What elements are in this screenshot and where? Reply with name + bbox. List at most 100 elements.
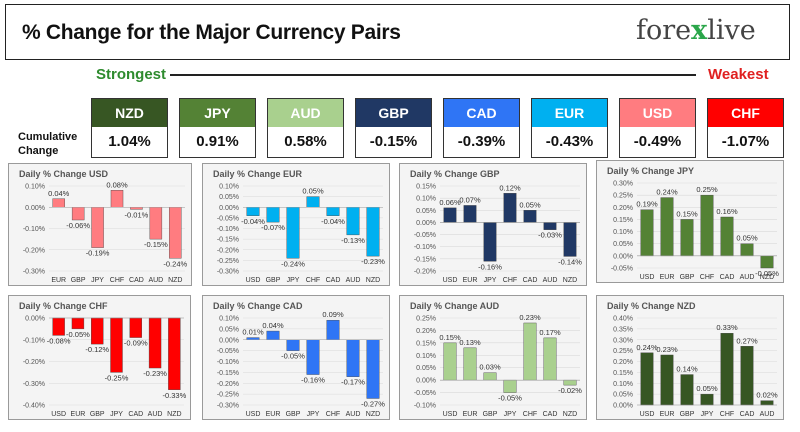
x-tick-label: GBP	[680, 274, 695, 281]
y-tick-label: 0.10%	[416, 353, 436, 360]
cumulative-label-line1: Cumulative	[18, 131, 78, 143]
x-tick-label: EUR	[266, 411, 281, 418]
x-tick-label: NZD	[366, 277, 380, 284]
bar	[52, 198, 65, 208]
logo-text: fore	[636, 15, 692, 46]
y-tick-label: 0.10%	[613, 381, 633, 388]
x-tick-label: EUR	[660, 274, 675, 281]
x-tick-label: USD	[443, 411, 458, 418]
data-label: 0.16%	[716, 207, 738, 216]
data-label: -0.24%	[163, 259, 187, 268]
y-tick-label: 0.10%	[613, 229, 633, 236]
y-tick-label: -0.05%	[217, 215, 239, 222]
data-label: -0.08%	[47, 336, 71, 345]
bar	[503, 193, 517, 223]
bar	[700, 393, 714, 406]
y-tick-label: 0.00%	[219, 337, 239, 344]
data-label: -0.02%	[558, 386, 582, 395]
bar	[503, 379, 517, 393]
data-label: -0.12%	[85, 345, 109, 354]
x-tick-label: NZD	[563, 411, 577, 418]
y-tick-label: -0.10%	[23, 226, 45, 233]
y-tick-label: 0.05%	[613, 241, 633, 248]
bar	[129, 317, 142, 338]
data-label: 0.06%	[439, 198, 461, 207]
bar	[306, 196, 320, 208]
y-tick-label: 0.15%	[416, 340, 436, 347]
chart-panel: Daily % Change CAD 0.10% 0.05% 0.00% -0.05% -…	[202, 295, 390, 420]
x-tick-label: JPY	[307, 411, 320, 418]
bar	[523, 210, 537, 223]
x-tick-label: CAD	[326, 277, 341, 284]
x-tick-label: AUD	[346, 411, 361, 418]
bar	[640, 352, 654, 406]
bar	[266, 207, 280, 223]
y-tick-label: -0.30%	[217, 403, 239, 410]
data-label: -0.17%	[341, 378, 365, 387]
data-label: -0.05%	[281, 352, 305, 361]
forexlive-logo[interactable]: forexlive	[636, 15, 756, 46]
data-label: 0.03%	[479, 363, 501, 372]
data-label: -0.33%	[162, 391, 186, 400]
data-label: -0.01%	[125, 210, 149, 219]
bar	[760, 400, 774, 406]
data-label: 0.15%	[676, 209, 698, 218]
bar	[326, 207, 340, 216]
y-tick-label: 0.05%	[416, 365, 436, 372]
y-tick-label: 0.25%	[613, 193, 633, 200]
data-label: -0.13%	[341, 236, 365, 245]
bar	[660, 354, 674, 406]
y-tick-label: 0.35%	[613, 326, 633, 333]
y-tick-label: -0.05%	[414, 232, 436, 239]
y-tick-label: 0.05%	[219, 194, 239, 201]
bar	[286, 339, 300, 351]
chart-panel: Daily % Change JPY 0.30% 0.25% 0.20% 0.15% 0.…	[596, 160, 784, 283]
x-tick-label: USD	[51, 411, 66, 418]
y-tick-label: 0.00%	[25, 205, 45, 212]
x-tick-label: AUD	[148, 277, 163, 284]
x-tick-label: CHF	[110, 277, 124, 284]
x-tick-label: GBP	[266, 277, 281, 284]
rank-tile-cad: CAD -0.39%	[443, 98, 520, 158]
rank-currency: AUD	[268, 99, 343, 127]
x-tick-label: USD	[640, 411, 655, 418]
data-label: 0.08%	[106, 180, 128, 189]
y-tick-label: -0.05%	[414, 390, 436, 397]
bar	[366, 207, 380, 257]
x-tick-label: NZD	[167, 411, 181, 418]
y-tick-label: 0.25%	[613, 348, 633, 355]
header-banner: % Change for the Major Currency Pairs fo…	[5, 4, 790, 60]
data-label: 0.12%	[499, 183, 521, 192]
x-tick-label: CHF	[523, 411, 537, 418]
rank-tile-gbp: GBP -0.15%	[355, 98, 432, 158]
bar	[169, 207, 182, 259]
bar	[91, 207, 104, 248]
x-tick-label: GBP	[680, 411, 695, 418]
data-label: -0.05%	[66, 330, 90, 339]
y-tick-label: -0.15%	[217, 237, 239, 244]
rank-currency: USD	[620, 99, 695, 127]
bar	[700, 194, 714, 257]
x-tick-label: NZD	[366, 411, 380, 418]
bar	[52, 317, 65, 336]
y-tick-label: -0.05%	[217, 348, 239, 355]
data-label: 0.04%	[262, 321, 284, 330]
data-label: 0.23%	[656, 345, 678, 354]
y-tick-label: -0.30%	[23, 269, 45, 276]
data-label: 0.24%	[656, 188, 678, 197]
x-tick-label: CAD	[523, 277, 538, 284]
bar	[563, 379, 577, 386]
data-label: -0.03%	[538, 231, 562, 240]
bar	[443, 207, 457, 223]
y-tick-label: -0.10%	[414, 403, 436, 410]
x-tick-label: GBP	[286, 411, 301, 418]
data-label: 0.05%	[736, 234, 758, 243]
data-label: -0.05%	[498, 394, 522, 403]
y-tick-label: -0.30%	[217, 269, 239, 276]
x-tick-label: USD	[640, 274, 655, 281]
y-tick-label: -0.10%	[23, 337, 45, 344]
data-label: 0.02%	[756, 391, 778, 400]
bar-chart: 0.30% 0.25% 0.20% 0.15% 0.10% 0.05% 0.00% -0.05…	[611, 181, 779, 282]
y-tick-label: -0.20%	[217, 247, 239, 254]
data-label: 0.05%	[519, 200, 541, 209]
